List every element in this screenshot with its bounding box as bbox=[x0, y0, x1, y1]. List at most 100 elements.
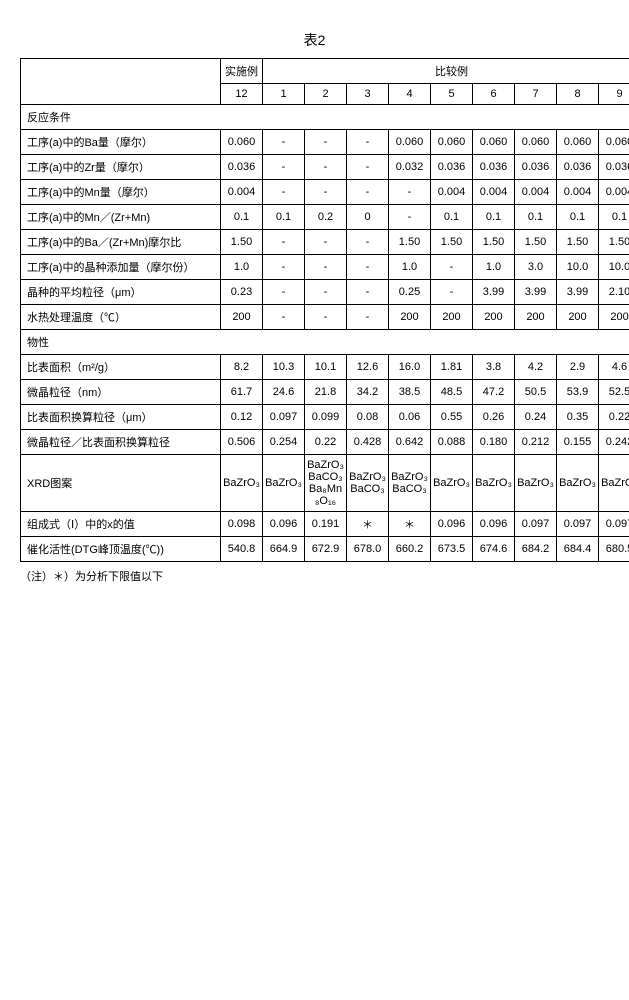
section-row-reaction: 反应条件 bbox=[21, 105, 629, 130]
cell: 0.212 bbox=[515, 430, 557, 455]
cell: 2.9 bbox=[557, 355, 599, 380]
cell: 200 bbox=[473, 305, 515, 330]
row-label: 工序(a)中的Ba／(Zr+Mn)摩尔比 bbox=[21, 230, 221, 255]
cell: 10.1 bbox=[305, 355, 347, 380]
cell: 684.2 bbox=[515, 537, 557, 562]
cell: 1.50 bbox=[557, 230, 599, 255]
cell: 1.50 bbox=[389, 230, 431, 255]
cell: 0.254 bbox=[263, 430, 305, 455]
cell: 52.5 bbox=[599, 380, 629, 405]
cell: 0.036 bbox=[599, 155, 629, 180]
cell: 0.004 bbox=[557, 180, 599, 205]
cell: 1.0 bbox=[473, 255, 515, 280]
cell: - bbox=[431, 280, 473, 305]
table-row: 比表面积（m²/g）8.210.310.112.616.01.813.84.22… bbox=[21, 355, 629, 380]
cell: BaZrO₃ bbox=[431, 455, 473, 512]
cell: 0.097 bbox=[515, 512, 557, 537]
comp-col-7: 7 bbox=[515, 84, 557, 105]
cell: 0.096 bbox=[263, 512, 305, 537]
cell: 4.6 bbox=[599, 355, 629, 380]
cell-ex: 540.8 bbox=[221, 537, 263, 562]
cell: 0 bbox=[347, 205, 389, 230]
cell: - bbox=[263, 280, 305, 305]
cell: 0.096 bbox=[431, 512, 473, 537]
cell: 0.24 bbox=[515, 405, 557, 430]
cell: 1.81 bbox=[431, 355, 473, 380]
cell: 0.55 bbox=[431, 405, 473, 430]
cell: 24.6 bbox=[263, 380, 305, 405]
ex-col-head: 12 bbox=[221, 84, 263, 105]
cell: - bbox=[389, 205, 431, 230]
cell-ex: 0.506 bbox=[221, 430, 263, 455]
cell: ＊ bbox=[389, 512, 431, 537]
cell: 0.1 bbox=[431, 205, 473, 230]
cell: 0.060 bbox=[389, 130, 431, 155]
table-row: 微晶粒径（nm）61.724.621.834.238.548.547.250.5… bbox=[21, 380, 629, 405]
row-label: 水热处理温度（℃） bbox=[21, 305, 221, 330]
cell: 0.060 bbox=[599, 130, 629, 155]
cell: 0.036 bbox=[431, 155, 473, 180]
section-reaction-label: 反应条件 bbox=[21, 105, 629, 130]
cell: 0.097 bbox=[599, 512, 629, 537]
cell: 3.99 bbox=[515, 280, 557, 305]
cell: - bbox=[263, 155, 305, 180]
cell: - bbox=[263, 230, 305, 255]
cell-ex: 1.50 bbox=[221, 230, 263, 255]
cell: 10.0 bbox=[599, 255, 629, 280]
section-row-properties: 物性 bbox=[21, 330, 629, 355]
row-label: 工序(a)中的晶种添加量（摩尔份） bbox=[21, 255, 221, 280]
cell: 2.10 bbox=[599, 280, 629, 305]
cell: 0.191 bbox=[305, 512, 347, 537]
cell: 3.8 bbox=[473, 355, 515, 380]
cell: 684.4 bbox=[557, 537, 599, 562]
cell-ex: 0.060 bbox=[221, 130, 263, 155]
cell: 0.096 bbox=[473, 512, 515, 537]
cell: 0.036 bbox=[473, 155, 515, 180]
cell: 53.9 bbox=[557, 380, 599, 405]
cell: BaZrO₃ bbox=[557, 455, 599, 512]
row-label: 工序(a)中的Zr量（摩尔） bbox=[21, 155, 221, 180]
cell-ex: 8.2 bbox=[221, 355, 263, 380]
cell: 0.004 bbox=[473, 180, 515, 205]
cell: - bbox=[389, 180, 431, 205]
cell: - bbox=[263, 130, 305, 155]
cell: 1.50 bbox=[599, 230, 629, 255]
row-label: 微晶粒径（nm） bbox=[21, 380, 221, 405]
cell: 34.2 bbox=[347, 380, 389, 405]
cell: 0.1 bbox=[557, 205, 599, 230]
cell: 0.060 bbox=[431, 130, 473, 155]
cell: 0.099 bbox=[305, 405, 347, 430]
row-label: 比表面积（m²/g） bbox=[21, 355, 221, 380]
cell: 200 bbox=[431, 305, 473, 330]
table-row: 水热处理温度（℃）200---200200200200200200 bbox=[21, 305, 629, 330]
comp-col-3: 3 bbox=[347, 84, 389, 105]
cell: BaZrO₃ bbox=[263, 455, 305, 512]
cell: 48.5 bbox=[431, 380, 473, 405]
cell: - bbox=[305, 130, 347, 155]
cell: 673.5 bbox=[431, 537, 473, 562]
cell-ex: 0.004 bbox=[221, 180, 263, 205]
table-row: 工序(a)中的Ba／(Zr+Mn)摩尔比1.50---1.501.501.501… bbox=[21, 230, 629, 255]
cell: 0.060 bbox=[473, 130, 515, 155]
cell: - bbox=[347, 305, 389, 330]
cell: 0.036 bbox=[557, 155, 599, 180]
cell: 0.004 bbox=[599, 180, 629, 205]
cell: 0.060 bbox=[557, 130, 599, 155]
cell: 0.088 bbox=[431, 430, 473, 455]
row-label: 工序(a)中的Mn量（摩尔） bbox=[21, 180, 221, 205]
cell-ex: 61.7 bbox=[221, 380, 263, 405]
comp-col-6: 6 bbox=[473, 84, 515, 105]
cell: 0.155 bbox=[557, 430, 599, 455]
cell: 0.2 bbox=[305, 205, 347, 230]
cell: BaZrO₃ bbox=[599, 455, 629, 512]
comp-col-4: 4 bbox=[389, 84, 431, 105]
table-row: 晶种的平均粒径（μm）0.23---0.25-3.993.993.992.10 bbox=[21, 280, 629, 305]
cell: 200 bbox=[389, 305, 431, 330]
cell: 10.0 bbox=[557, 255, 599, 280]
cell: 3.99 bbox=[473, 280, 515, 305]
cell: 660.2 bbox=[389, 537, 431, 562]
cell: 678.0 bbox=[347, 537, 389, 562]
cell-ex: 0.12 bbox=[221, 405, 263, 430]
cell: 0.22 bbox=[599, 405, 629, 430]
cell-ex: BaZrO₃ bbox=[221, 455, 263, 512]
